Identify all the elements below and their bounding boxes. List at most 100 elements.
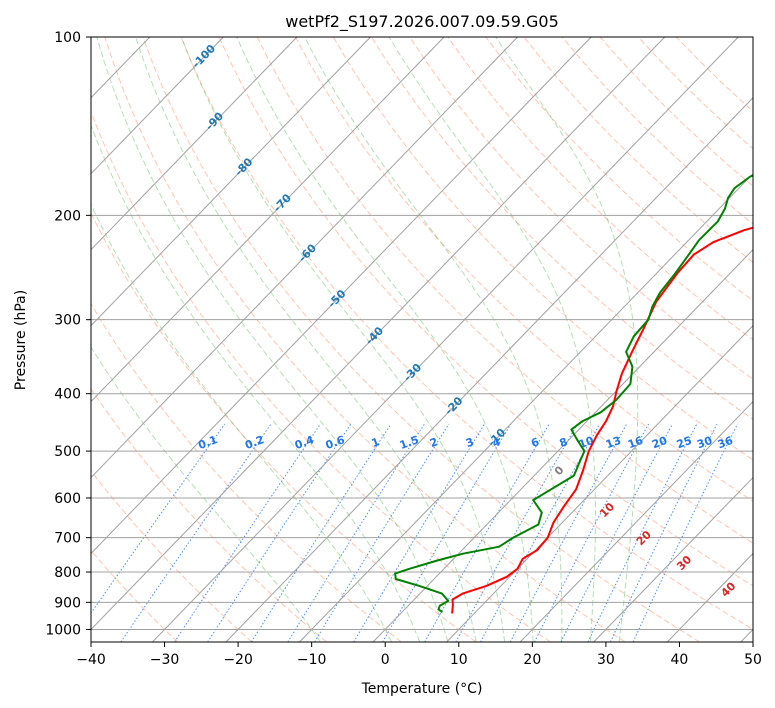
dry-adiabat-line [91, 388, 328, 642]
isopleth-labels: -100-90-80-70-60-50-40-30-20-100.1 0.2 0.4… [190, 42, 739, 600]
moist-adiabat-line [91, 123, 421, 642]
mixing-ratio-label: 0.1 [196, 433, 219, 452]
mixing-ratio-label: 25 [675, 434, 694, 451]
moist-adiabat-line [388, 37, 596, 642]
temperature-line [451, 226, 753, 614]
x-tick-label: 30 [597, 652, 615, 668]
y-tick-label: 400 [54, 387, 81, 403]
moist-adiabat-label: 20 [634, 528, 654, 548]
mixing-ratio-label: 30 [695, 434, 714, 452]
x-tick-label: 50 [744, 652, 762, 668]
y-axis-label: Pressure (hPa) [13, 290, 29, 390]
mixing-ratio-line [455, 423, 578, 642]
mixing-ratio-label: 16 [626, 434, 645, 452]
mixing-ratio-label: 0.4 [293, 433, 316, 452]
x-axis-label: Temperature (°C) [361, 681, 483, 697]
dry-adiabat-line [561, 37, 753, 225]
background-lines [0, 37, 753, 642]
mixing-ratio-line [382, 423, 512, 642]
plot-frame [90, 36, 754, 643]
moist-adiabat-line [181, 37, 506, 642]
moist-adiabat-label: 10 [597, 500, 617, 520]
y-tick-label: 300 [54, 313, 81, 329]
dry-adiabat-line [332, 37, 753, 461]
mixing-ratio-line [533, 423, 650, 642]
dry-adiabat-line [218, 37, 753, 587]
isotherm-line [91, 37, 445, 403]
mixing-ratio-label: 6 [529, 435, 541, 450]
moist-adiabat-line [236, 37, 534, 642]
dry-adiabat-line [523, 37, 753, 263]
mixing-ratio-line [91, 423, 226, 614]
isotherm-line [299, 172, 753, 642]
profile-lines [394, 174, 753, 614]
isotherm-line [91, 37, 518, 479]
mixing-ratio-label: 2 [428, 435, 440, 450]
mixing-ratio-label: 36 [716, 434, 735, 452]
dry-adiabat-line [599, 37, 753, 187]
moist-adiabat-line [135, 37, 477, 642]
y-tick-label: 600 [54, 491, 81, 507]
mixing-ratio-line [250, 423, 392, 642]
mixing-ratio-line [509, 423, 628, 642]
mixing-ratio-label: 1.5 [398, 433, 421, 452]
mixing-ratio-line [424, 423, 550, 642]
mixing-ratio-line [353, 423, 486, 642]
isotherm-line [225, 97, 753, 642]
moist-adiabat-line [96, 37, 449, 642]
x-tick-label: 20 [523, 652, 541, 668]
y-tick-label: 900 [54, 595, 81, 611]
dewpoint-line [394, 174, 753, 614]
mixing-ratio-label: 0.2 [243, 433, 266, 452]
mixing-ratio-line [587, 423, 698, 642]
mixing-ratio-label: 13 [604, 434, 623, 451]
moist-adiabat-line [91, 203, 392, 642]
y-tick-label: 800 [54, 565, 81, 581]
mixing-ratio-line [174, 423, 321, 642]
isotherm-line [372, 248, 753, 642]
moist-adiabat-label: 40 [718, 579, 738, 599]
dry-adiabat-line [371, 37, 753, 420]
dry-adiabat-line [104, 37, 626, 642]
isotherm-line [0, 37, 3, 642]
dry-adiabat-line [675, 37, 753, 113]
isotherm-line [740, 628, 753, 642]
x-tick-label: 0 [381, 652, 390, 668]
dry-adiabat-line [180, 37, 753, 630]
isotherm-line [91, 37, 298, 251]
chart-title: wetPf2_S197.2026.007.09.59.G05 [285, 12, 559, 32]
x-tick-label: −30 [150, 652, 180, 668]
mixing-ratio-label: 8 [558, 435, 570, 450]
mixing-ratio-line [609, 423, 718, 642]
isotherm-line [519, 400, 753, 642]
x-tick-label: −40 [76, 652, 106, 668]
x-tick-label: 40 [671, 652, 689, 668]
isotherm-line [593, 476, 753, 642]
dry-adiabat-line [91, 110, 551, 642]
y-tick-label: 100 [54, 30, 81, 46]
mixing-ratio-line [287, 423, 425, 642]
x-tick-label: −20 [223, 652, 253, 668]
moist-adiabat-label: 0 [552, 463, 567, 478]
mixing-ratio-line [314, 423, 450, 642]
y-axis: 100 200 300 400 500 600 700 800 900 1000 [45, 30, 91, 638]
dry-adiabat-line [485, 37, 753, 302]
isotherm-line [152, 37, 739, 642]
dry-adiabat-line [256, 37, 753, 544]
dry-adiabat-line [637, 37, 753, 150]
y-tick-label: 200 [54, 208, 81, 224]
mixing-ratio-label: 0.6 [324, 433, 347, 452]
moist-adiabat-line [495, 37, 639, 642]
x-tick-label: −10 [297, 652, 327, 668]
moist-adiabat-line [91, 346, 321, 642]
y-tick-label: 1000 [45, 622, 81, 638]
x-axis: −40 −30 −20 −10 0 10 20 30 40 50 [76, 642, 762, 668]
mixing-ratio-label: 3 [464, 435, 476, 450]
mixing-ratio-line [632, 423, 738, 642]
isotherm-line [91, 37, 224, 175]
mixing-ratio-line [560, 423, 673, 642]
mixing-ratio-label: 1 [370, 435, 382, 450]
y-tick-label: 500 [54, 444, 81, 460]
isotherm-line [91, 37, 666, 631]
